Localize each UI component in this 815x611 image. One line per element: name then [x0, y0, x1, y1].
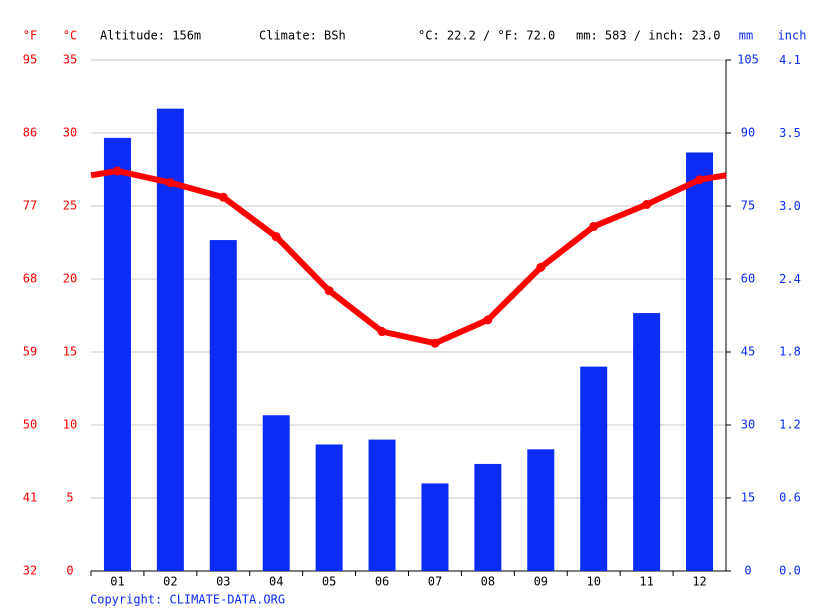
y-tick-label: 3.5 — [779, 126, 801, 140]
bar — [103, 137, 131, 571]
bar — [580, 366, 608, 571]
x-tick-label: 02 — [163, 575, 177, 589]
axis-unit: °C — [63, 29, 77, 43]
y-tick-label: 68 — [23, 272, 37, 286]
axis-unit: mm — [739, 29, 753, 43]
x-tick-label: 01 — [110, 575, 124, 589]
y-tick-label: 1.8 — [779, 345, 801, 359]
total-precip: mm: 583 / inch: 23.0 — [576, 29, 721, 43]
y-tick-label: 0.0 — [779, 564, 801, 578]
y-tick-label: 0 — [744, 564, 751, 578]
x-tick-label: 10 — [586, 575, 600, 589]
y-tick-label: 60 — [741, 272, 755, 286]
y-tick-label: 20 — [63, 272, 77, 286]
x-tick-label: 12 — [692, 575, 706, 589]
point — [642, 200, 652, 210]
bar — [686, 152, 714, 571]
x-tick-label: 11 — [639, 575, 653, 589]
point — [483, 315, 493, 325]
point — [430, 338, 440, 348]
point — [165, 178, 175, 188]
y-tick-label: 32 — [23, 564, 37, 578]
y-tick-label: 77 — [23, 199, 37, 213]
y-tick-label: 45 — [741, 345, 755, 359]
y-tick-label: 75 — [741, 199, 755, 213]
y-tick-label: 50 — [23, 418, 37, 432]
y-tick-label: 2.4 — [779, 272, 801, 286]
point — [695, 175, 705, 185]
point — [112, 166, 122, 176]
bar — [474, 463, 502, 571]
y-tick-label: 4.1 — [779, 53, 801, 67]
y-tick-label: 3.0 — [779, 199, 801, 213]
y-tick-label: 0 — [66, 564, 73, 578]
bar — [209, 240, 237, 572]
y-tick-label: 1.2 — [779, 418, 801, 432]
y-tick-label: 10 — [63, 418, 77, 432]
point — [271, 232, 281, 242]
y-tick-label: 0.6 — [779, 491, 801, 505]
bar — [315, 444, 343, 571]
y-tick-label: 15 — [63, 345, 77, 359]
bar — [368, 439, 396, 571]
avg-temp: °C: 22.2 / °F: 72.0 — [418, 29, 555, 43]
point — [589, 221, 599, 231]
altitude: Altitude: 156m — [100, 29, 201, 43]
x-tick-label: 05 — [322, 575, 336, 589]
y-tick-label: 35 — [63, 53, 77, 67]
x-tick-label: 03 — [216, 575, 230, 589]
y-tick-label: 95 — [23, 53, 37, 67]
x-tick-label: 07 — [428, 575, 442, 589]
y-tick-label: 15 — [741, 491, 755, 505]
climate: Climate: BSh — [259, 29, 346, 43]
point — [324, 286, 334, 296]
y-tick-label: 41 — [23, 491, 37, 505]
y-tick-label: 30 — [741, 418, 755, 432]
point — [536, 262, 546, 272]
x-tick-label: 06 — [375, 575, 389, 589]
bar — [633, 313, 661, 571]
point — [377, 327, 387, 337]
point — [218, 192, 228, 202]
axis-unit: inch — [778, 29, 807, 43]
bar — [527, 449, 555, 571]
y-tick-label: 25 — [63, 199, 77, 213]
x-tick-label: 08 — [481, 575, 495, 589]
x-tick-label: 09 — [534, 575, 548, 589]
y-tick-label: 105 — [737, 53, 759, 67]
line-wrap — [90, 168, 727, 183]
y-tick-label: 90 — [741, 126, 755, 140]
y-tick-label: 59 — [23, 345, 37, 359]
y-tick-label: 30 — [63, 126, 77, 140]
bar — [262, 415, 290, 571]
x-tick-label: 04 — [269, 575, 283, 589]
y-tick-label: 5 — [66, 491, 73, 505]
bar — [421, 483, 449, 571]
temperature-line — [116, 168, 701, 347]
copyright: Copyright: CLIMATE-DATA.ORG — [90, 593, 285, 607]
y-tick-label: 86 — [23, 126, 37, 140]
axis-unit: °F — [23, 29, 37, 43]
